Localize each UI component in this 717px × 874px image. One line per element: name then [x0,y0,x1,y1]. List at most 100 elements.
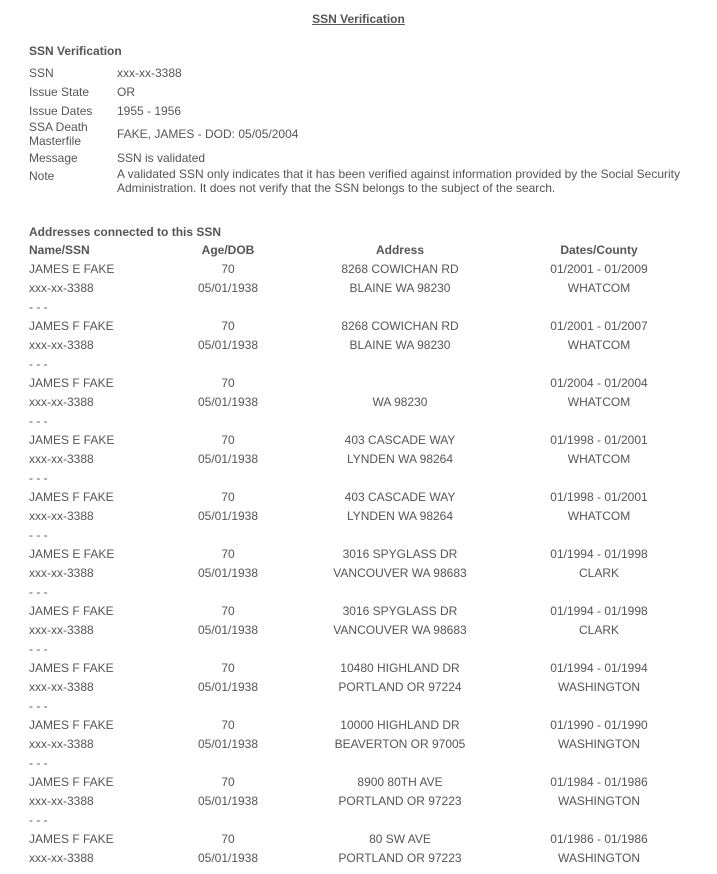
record-dates: 01/2004 - 01/2004 [550,376,648,390]
field-value: SSN is validated [117,150,206,165]
field-label: SSN [29,65,54,80]
field-value: FAKE, JAMES - DOD: 05/05/2004 [117,127,299,141]
field-value: 1955 - 1956 [117,103,182,118]
record-row: xxx-xx-3388 05/01/1938 PORTLAND OR 97223 WA… [29,849,695,868]
record-row: xxx-xx-3388 05/01/1938 LYNDEN WA 98264 WHAT… [29,507,695,526]
record-dates: 01/2001 - 01/2009 [550,262,648,276]
record-county: WASHINGTON [557,680,640,694]
record-street [297,374,503,393]
record-street: 403 CASCADE WAY [344,490,456,504]
record-dates: 01/1986 - 01/1986 [550,832,648,846]
record-county: CLARK [578,623,619,637]
record-row: JAMES F FAKE 70 10480 HIGHLAND DR 01/1994 -… [29,659,695,678]
record-dates: 01/2001 - 01/2007 [550,319,648,333]
record-separator: - - - [29,412,695,431]
record-street: 10000 HIGHLAND DR [340,718,460,732]
record-dob: 05/01/1938 [197,851,259,865]
record-separator: - - - [29,355,695,374]
record-name: JAMES F FAKE [29,376,114,390]
record-city: VANCOUVER WA 98683 [333,566,467,580]
record-name: JAMES F FAKE [29,775,114,789]
record-name: JAMES F FAKE [29,490,114,504]
addresses-heading: Addresses connected to this SSN [29,225,222,239]
record-dob: 05/01/1938 [197,452,259,466]
record-city: PORTLAND OR 97224 [338,680,462,694]
record-row: JAMES F FAKE 70 80 SW AVE 01/1986 - 01/1986 [29,830,695,849]
record-row: xxx-xx-3388 05/01/1938 WA 98230 WHATCOM [29,393,695,412]
record-ssn: xxx-xx-3388 [29,623,94,637]
record-separator: - - - [29,640,695,659]
record-street: 8268 COWICHAN RD [341,262,459,276]
record-city: BLAINE WA 98230 [349,281,451,295]
addresses-table: Name/SSN Age/DOB Address Dates/County JA… [29,241,695,868]
field-label: SSA Death Masterfile [29,120,88,148]
record-age: 70 [221,604,235,618]
record-row: JAMES F FAKE 70 3016 SPYGLASS DR 01/1994 - … [29,602,695,621]
record-row: JAMES F FAKE 70 8900 80TH AVE 01/1984 - 01/… [29,773,695,792]
separator-text: - - - [29,585,48,599]
record-row: JAMES F FAKE 70 8268 COWICHAN RD 01/2001 - … [29,317,695,336]
separator-text: - - - [29,699,48,713]
record-ssn: xxx-xx-3388 [29,566,94,580]
record-ssn: xxx-xx-3388 [29,737,94,751]
record-ssn: xxx-xx-3388 [29,452,94,466]
record-county: WASHINGTON [557,737,640,751]
col-address: Address [375,243,425,257]
record-row: JAMES F FAKE 70 10000 HIGHLAND DR 01/1990 -… [29,716,695,735]
verification-row: SSN xxx-xx-3388 [29,63,697,82]
record-row: JAMES F FAKE 70 01/2004 - 01/2004 [29,374,695,393]
record-street: 10480 HIGHLAND DR [340,661,460,675]
record-street: 403 CASCADE WAY [344,433,456,447]
record-dob: 05/01/1938 [197,281,259,295]
record-separator: - - - [29,811,695,830]
separator-text: - - - [29,642,48,656]
record-dob: 05/01/1938 [197,737,259,751]
record-name: JAMES F FAKE [29,604,114,618]
record-separator: - - - [29,583,695,602]
record-ssn: xxx-xx-3388 [29,851,94,865]
record-dob: 05/01/1938 [197,566,259,580]
record-separator: - - - [29,754,695,773]
record-city: PORTLAND OR 97223 [338,794,462,808]
field-value: xxx-xx-3388 [117,65,182,80]
record-county: WASHINGTON [557,851,640,865]
verification-row: Issue Dates 1955 - 1956 [29,101,697,120]
record-ssn: xxx-xx-3388 [29,680,94,694]
record-row: JAMES E FAKE 70 8268 COWICHAN RD 01/2001 - … [29,260,695,279]
page-title: SSN Verification [312,12,405,26]
record-separator: - - - [29,697,695,716]
record-city: WA 98230 [372,395,428,409]
record-name: JAMES F FAKE [29,319,114,333]
record-name: JAMES F FAKE [29,832,114,846]
record-county: WHATCOM [567,281,631,295]
record-city: PORTLAND OR 97223 [338,851,462,865]
record-age: 70 [221,490,235,504]
record-row: JAMES F FAKE 70 403 CASCADE WAY 01/1998 - 0… [29,488,695,507]
field-label: Note [29,169,55,183]
record-street: 8900 80TH AVE [357,775,443,789]
record-age: 70 [221,319,235,333]
separator-text: - - - [29,471,48,485]
record-age: 70 [221,832,235,846]
verification-heading: SSN Verification [29,44,122,58]
record-dob: 05/01/1938 [197,395,259,409]
verification-row: SSA Death Masterfile FAKE, JAMES - DOD: 0… [29,120,697,148]
col-name-ssn: Name/SSN [29,243,90,257]
field-label: Message [29,150,78,165]
record-separator: - - - [29,469,695,488]
record-county: CLARK [578,566,619,580]
record-name: JAMES F FAKE [29,718,114,732]
record-row: xxx-xx-3388 05/01/1938 VANCOUVER WA 98683 C… [29,564,695,583]
addresses-header-row: Name/SSN Age/DOB Address Dates/County [29,241,695,260]
field-value: OR [117,84,135,99]
record-age: 70 [221,718,235,732]
col-age-dob: Age/DOB [201,243,255,257]
record-row: xxx-xx-3388 05/01/1938 LYNDEN WA 98264 WHAT… [29,450,695,469]
separator-text: - - - [29,300,48,314]
record-county: WHATCOM [567,338,631,352]
record-dob: 05/01/1938 [197,680,259,694]
record-row: xxx-xx-3388 05/01/1938 VANCOUVER WA 98683 C… [29,621,695,640]
record-ssn: xxx-xx-3388 [29,338,94,352]
record-dates: 01/1994 - 01/1994 [550,661,648,675]
record-city: BEAVERTON OR 97005 [334,737,466,751]
